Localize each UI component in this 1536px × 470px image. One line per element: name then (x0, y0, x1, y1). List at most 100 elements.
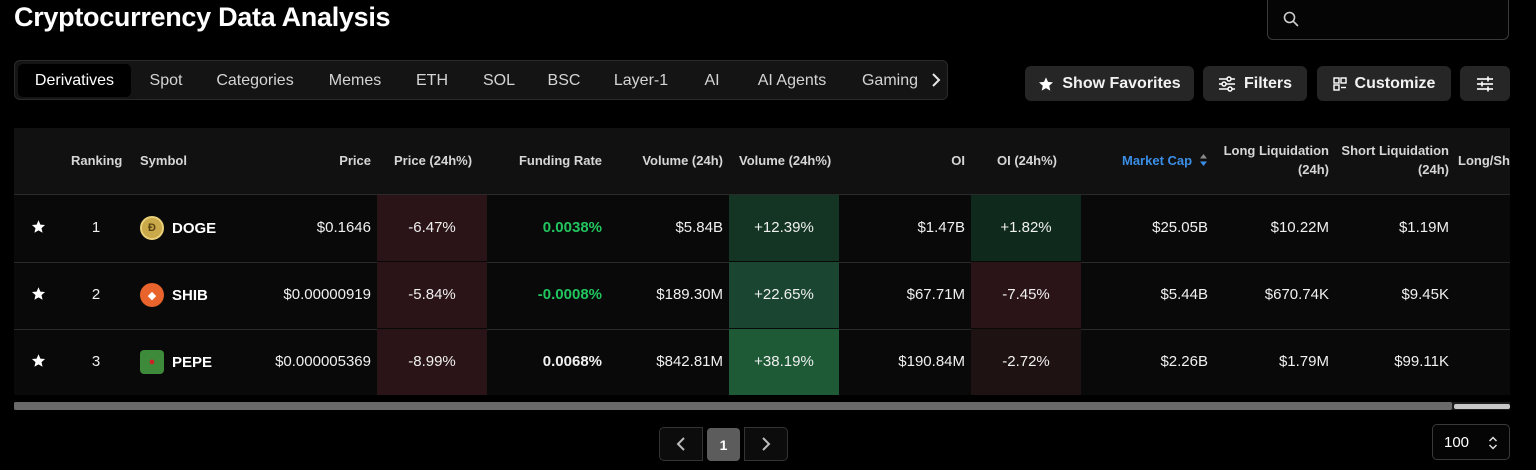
volume-change-bg (729, 195, 839, 261)
col-market-cap-label: Market Cap (1122, 153, 1193, 168)
col-funding-rate[interactable]: Funding Rate (518, 153, 602, 168)
tab-bsc[interactable]: BSC (547, 72, 581, 89)
col-short-liquidation-line1: Short Liquidation (1341, 143, 1449, 158)
page-size-select[interactable]: 100 (1432, 424, 1510, 460)
tab-sol[interactable]: SOL (482, 72, 515, 89)
col-long-liquidation-line1: Long Liquidation (1223, 143, 1329, 158)
prev-page-button[interactable] (659, 427, 703, 461)
funding-rate: -0.0008% (537, 286, 602, 303)
market-cap: $2.26B (1160, 353, 1208, 370)
col-volume-change[interactable]: Volume (24h%) (739, 153, 832, 168)
volume: $842.81M (656, 353, 723, 370)
symbol-cell[interactable]: ● PEPE (140, 329, 212, 395)
volume-change-bg (729, 262, 839, 328)
page-size-value: 100 (1444, 433, 1470, 451)
favorite-star[interactable] (31, 195, 46, 261)
short-liquidation: $9.45K (1401, 286, 1449, 303)
col-long-short[interactable]: Long/Sh (1458, 153, 1510, 168)
col-price-change[interactable]: Price (24h%) (394, 153, 473, 168)
long-liquidation: $1.79M (1278, 353, 1329, 370)
col-short-liquidation[interactable]: Short Liquidation (24h) (1334, 141, 1449, 179)
table-row[interactable]: 1 Ð DOGE $0.1646 -6.47% 0.0038% $5.84B +… (14, 195, 1510, 263)
tab-eth[interactable]: ETH (416, 72, 448, 89)
adjustments-icon (1477, 76, 1493, 91)
star-icon (31, 287, 46, 300)
oi-change: +1.82% (1000, 219, 1052, 236)
pepe-coin-icon: ● (140, 350, 164, 374)
settings-button[interactable] (1460, 66, 1510, 101)
page-number-button[interactable]: 1 (707, 428, 740, 461)
table-row[interactable]: 2 ◆ SHIB $0.00000919 -5.84% -0.0008% $18… (14, 262, 1510, 330)
volume: $5.84B (675, 219, 723, 236)
funding-rate: 0.0068% (542, 353, 602, 370)
tab-spot[interactable]: Spot (149, 72, 183, 89)
tab-categories[interactable]: Categories (216, 72, 294, 89)
favorite-star[interactable] (31, 329, 46, 395)
volume: $189.30M (656, 286, 723, 303)
category-tabs: Derivatives Spot Categories Memes ETH SO… (14, 60, 948, 100)
col-oi-change[interactable]: OI (24h%) (997, 153, 1057, 168)
col-symbol[interactable]: Symbol (140, 153, 187, 168)
customize-label: Customize (1354, 74, 1436, 92)
star-icon (1039, 76, 1054, 91)
star-icon (31, 220, 46, 233)
price: $0.00000919 (283, 286, 371, 303)
doge-coin-icon: Ð (140, 216, 164, 240)
show-favorites-label: Show Favorites (1062, 74, 1181, 92)
volume-change: +22.65% (754, 286, 814, 303)
symbol-cell[interactable]: Ð DOGE (140, 195, 216, 261)
tab-memes[interactable]: Memes (328, 72, 382, 89)
oi-change: -2.72% (1002, 353, 1050, 370)
tab-layer-1[interactable]: Layer-1 (613, 72, 669, 89)
symbol-name: DOGE (172, 219, 217, 237)
favorite-star[interactable] (31, 262, 46, 328)
market-cap: $5.44B (1160, 286, 1208, 303)
col-market-cap[interactable]: Market Cap (1122, 153, 1208, 168)
price-change: -5.84% (408, 286, 456, 303)
star-icon (31, 354, 46, 367)
search-box[interactable] (1267, 0, 1509, 40)
long-liquidation: $670.74K (1264, 286, 1329, 303)
col-short-liquidation-line2: (24h) (1417, 162, 1449, 177)
next-page-button[interactable] (744, 427, 788, 461)
data-table: Ranking Symbol Price Price (24h%) Fundin… (14, 128, 1510, 395)
volume-change-bg (729, 329, 839, 395)
symbol-name: PEPE (172, 353, 213, 371)
horizontal-scrollbar[interactable] (14, 402, 1510, 410)
rank: 3 (91, 353, 101, 370)
sliders-icon (1218, 75, 1235, 92)
shib-coin-icon: ◆ (140, 283, 164, 307)
volume-change: +38.19% (754, 353, 814, 370)
symbol-cell[interactable]: ◆ SHIB (140, 262, 208, 328)
tab-gaming[interactable]: Gaming (861, 72, 919, 89)
filters-button[interactable]: Filters (1203, 66, 1307, 101)
show-favorites-button[interactable]: Show Favorites (1025, 66, 1194, 101)
funding-rate: 0.0038% (542, 219, 602, 236)
oi-change-bg (971, 262, 1081, 328)
oi-change-bg (971, 195, 1081, 261)
col-long-liquidation-line2: (24h) (1297, 162, 1329, 177)
search-input[interactable] (1312, 8, 1496, 32)
page-title: Cryptocurrency Data Analysis (14, 2, 391, 32)
search-icon (1283, 11, 1299, 27)
col-ranking[interactable]: Ranking (71, 153, 123, 168)
customize-button[interactable]: Customize (1317, 66, 1451, 101)
col-price[interactable]: Price (339, 153, 371, 168)
col-long-liquidation[interactable]: Long Liquidation (24h) (1214, 141, 1329, 179)
symbol-name: SHIB (172, 286, 208, 304)
price-change-bg (377, 195, 487, 261)
col-oi[interactable]: OI (951, 153, 965, 168)
short-liquidation: $1.19M (1398, 219, 1449, 236)
chevron-left-icon (676, 437, 685, 451)
col-volume[interactable]: Volume (24h) (642, 153, 723, 168)
filters-label: Filters (1243, 74, 1292, 92)
tab-derivatives[interactable]: Derivatives (18, 64, 131, 97)
scrollbar-thumb[interactable] (14, 402, 1452, 410)
open-interest: $67.71M (906, 286, 965, 303)
table-row[interactable]: 3 ● PEPE $0.000005369 -8.99% 0.0068% $84… (14, 329, 1510, 395)
tabs-scroll-right[interactable] (925, 61, 947, 99)
tab-ai-agents[interactable]: AI Agents (757, 72, 827, 89)
tab-ai[interactable]: AI (704, 72, 720, 89)
long-liquidation: $10.22M (1270, 219, 1329, 236)
sort-icon (1199, 154, 1207, 166)
